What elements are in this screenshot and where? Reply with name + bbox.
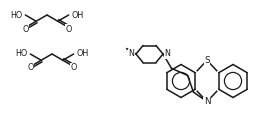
Text: S: S	[204, 56, 210, 65]
Text: N: N	[165, 50, 170, 58]
Text: O: O	[27, 64, 34, 72]
Text: OH: OH	[72, 10, 84, 19]
Text: HO: HO	[10, 10, 22, 19]
Text: O: O	[66, 24, 72, 33]
Text: O: O	[22, 24, 28, 33]
Text: N: N	[129, 50, 135, 58]
Text: O: O	[70, 64, 77, 72]
Text: HO: HO	[15, 50, 27, 58]
Text: N: N	[204, 97, 210, 106]
Text: OH: OH	[77, 50, 89, 58]
